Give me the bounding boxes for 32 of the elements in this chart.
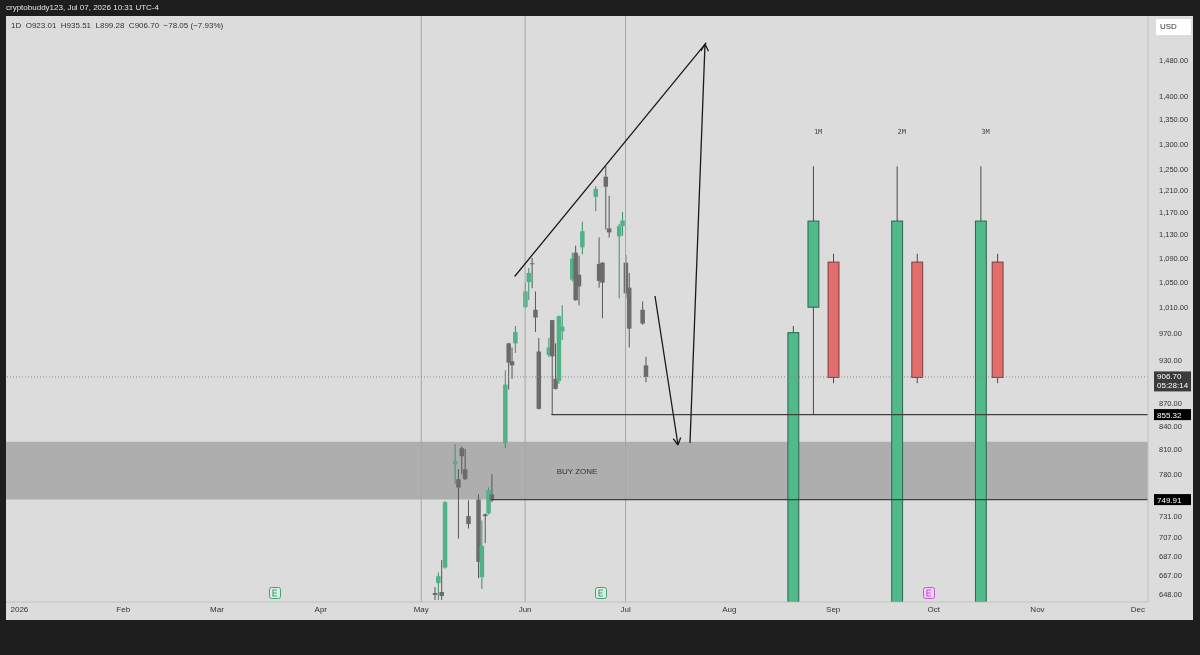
- candlestick: [506, 342, 511, 391]
- x-tick-label: Apr: [314, 604, 328, 614]
- x-tick-label: Oct: [927, 604, 941, 614]
- x-tick-label: Jul: [620, 604, 631, 614]
- band-label: BUY ZONE: [556, 466, 598, 476]
- candlestick: [533, 290, 538, 333]
- data-label: 749.91: [1157, 495, 1183, 505]
- ref-line-label: 906.70: [1157, 372, 1183, 382]
- y-axis-title: USD: [1156, 19, 1191, 35]
- chart-title: cryptobuddy123, Jul 07, 2026 10:31 UTC-4: [6, 3, 159, 13]
- x-tick-label: Nov: [1030, 604, 1045, 614]
- x-tick-label: Feb: [116, 604, 131, 614]
- candlestick: [456, 468, 461, 540]
- candlestick: [640, 300, 645, 326]
- candlestick: [580, 221, 585, 255]
- candlestick: [513, 325, 518, 354]
- x-tick-label: 2026: [10, 604, 29, 614]
- x-tick-label: Sep: [826, 604, 841, 614]
- candlestick: [466, 499, 471, 530]
- x-tick-label: May: [413, 604, 429, 614]
- x-tick-label: Jun: [518, 604, 532, 614]
- candlestick: [593, 185, 598, 212]
- data-label: 855.32: [1157, 410, 1183, 420]
- candlestick: [643, 356, 649, 383]
- x-tick-label: Mar: [210, 604, 225, 614]
- x-tick-label: Dec: [1130, 604, 1146, 614]
- candlestick: [482, 512, 488, 544]
- text: 1D O923.01 H935.51 L899.28 C906.70 −78.05 (−7.93%): [11, 21, 224, 31]
- candlestick: [486, 487, 491, 515]
- x-tick-label: Aug: [722, 604, 737, 614]
- text: 05:28:14: [1157, 381, 1189, 391]
- candlestick: [439, 559, 444, 601]
